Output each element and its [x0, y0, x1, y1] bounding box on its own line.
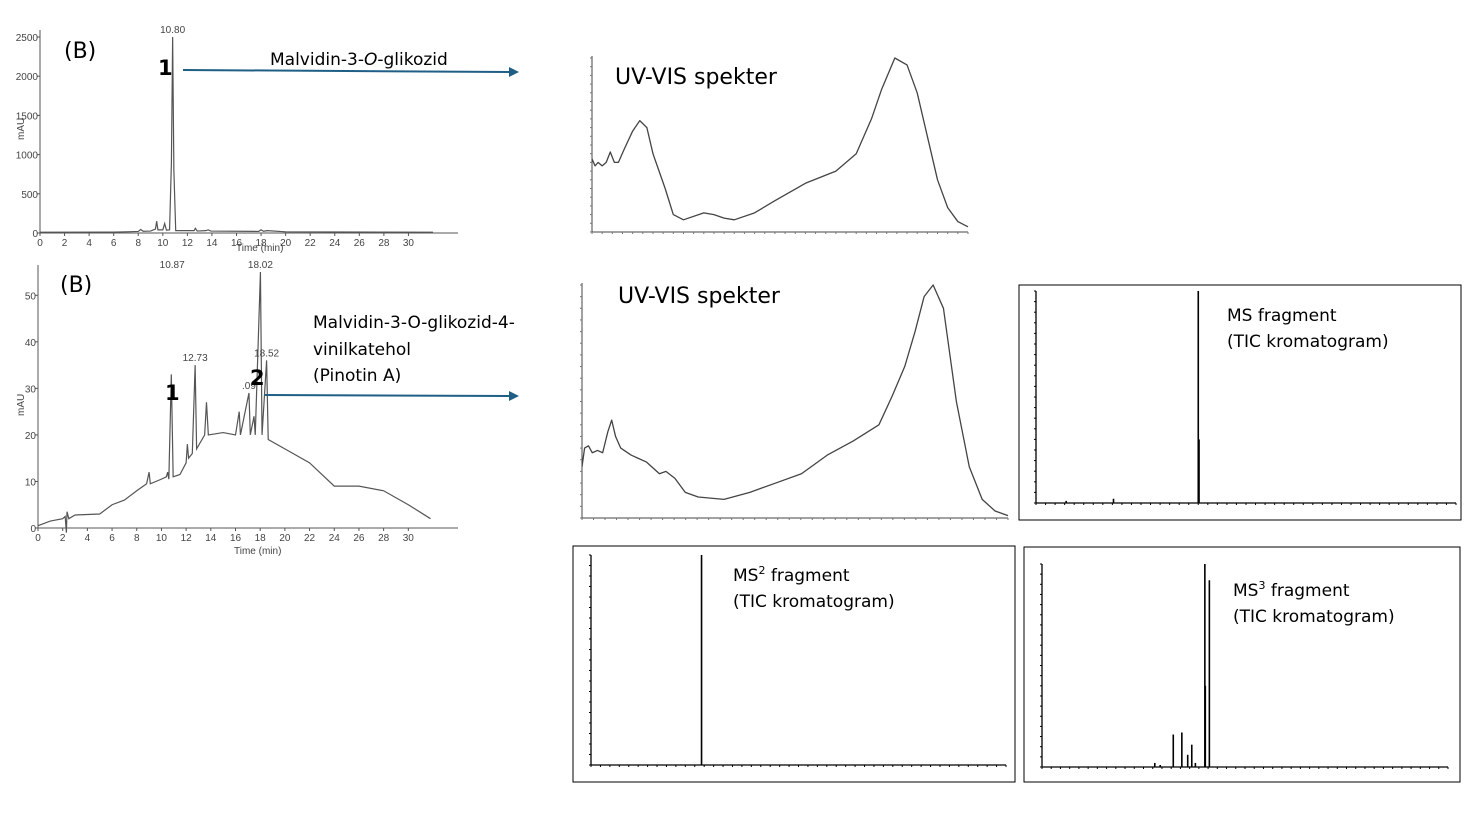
x-tick-label: 4: [85, 533, 91, 544]
peak-label: 10.87: [160, 260, 185, 271]
x-tick-label: 14: [205, 533, 217, 544]
y-tick-label: 0: [30, 524, 36, 535]
spectrum-line: [591, 57, 969, 228]
panel-label: (B): [64, 39, 96, 64]
x-tick-label: 16: [231, 238, 243, 249]
y-tick-label: 30: [25, 384, 37, 395]
panel-label: (B): [60, 273, 92, 298]
x-tick-label: 24: [329, 238, 341, 249]
plot-area: 0 2 4 6 8 10 12 14 16 18 20 22 24 26 28 300500100015002…: [16, 25, 458, 249]
x-tick-label: 30: [403, 533, 415, 544]
uv-title: UV-VIS spekter: [615, 65, 778, 90]
trace-line: [39, 36, 434, 233]
peak-marker-2: 2: [250, 366, 265, 390]
chromatogram-2: (B) mAU Time (min) 0 2 4 6 8 10 12 14 16 18 20 22 24…: [16, 260, 519, 557]
y-tick-label: 1000: [16, 151, 39, 162]
x-tick-label: 2: [62, 238, 68, 249]
peak-label: 18.02: [248, 260, 273, 271]
y-tick-label: 40: [25, 338, 37, 349]
ms2-title: MS2 fragment: [733, 564, 850, 586]
arrow-line: [182, 69, 513, 73]
x-axis-label: Time (min): [234, 546, 281, 557]
y-tick-label: 50: [25, 291, 37, 302]
x-axis-label: Time (min): [236, 243, 283, 254]
peak-marker-1: 1: [165, 381, 180, 405]
x-tick-label: 0: [35, 533, 41, 544]
peak-label: 18.52: [254, 348, 279, 359]
uv-title: UV-VIS spekter: [618, 284, 781, 309]
ms2-spectrum: MS2 fragment (TIC kromatogram): [572, 545, 1016, 783]
arrow-head-icon: [509, 67, 519, 77]
y-tick-label: 2000: [16, 72, 39, 83]
x-tick-label: 26: [354, 238, 366, 249]
y-axis-label: mAU: [16, 394, 27, 416]
ms3-spectrum: MS3 fragment (TIC kromatogram): [1023, 546, 1461, 783]
compound-label-line-2: vinilkatehol: [313, 340, 411, 360]
spectrum-line: [581, 284, 1009, 517]
trace-line: [37, 271, 431, 533]
x-tick-label: 18: [256, 238, 268, 249]
x-tick-label: 20: [279, 533, 291, 544]
peak-marker-1: 1: [158, 56, 173, 80]
ms3-title: MS3 fragment: [1233, 579, 1350, 601]
x-tick-label: 6: [111, 238, 117, 249]
x-tick-label: 2: [60, 533, 66, 544]
x-tick-label: 16: [230, 533, 242, 544]
x-tick-label: 26: [353, 533, 365, 544]
y-tick-label: 10: [25, 477, 37, 488]
peak-label: 10.80: [160, 25, 185, 36]
peak-label: 12.73: [183, 353, 208, 364]
uv-vis-spectrum-2: UV-VIS spekter: [580, 283, 1009, 520]
y-tick-label: 500: [21, 190, 38, 201]
ms3-subtitle: (TIC kromatogram): [1233, 607, 1395, 627]
x-tick-label: 28: [378, 533, 390, 544]
x-tick-label: 0: [37, 238, 43, 249]
compound-label-line-1: Malvidin-3-O-glikozid-4-: [313, 313, 515, 333]
chromatogram-1: (B) mAU Time (min) 0 2 4 6 8 10 12 14 16 18 20 22 24…: [16, 25, 519, 254]
compound-label: Malvidin-3-O-glikozid: [270, 50, 448, 70]
uv-vis-spectrum-1: UV-VIS spekter: [590, 56, 969, 234]
x-tick-label: 22: [305, 238, 317, 249]
x-tick-label: 14: [206, 238, 218, 249]
ms-title: MS fragment: [1227, 306, 1337, 326]
x-tick-label: 4: [86, 238, 92, 249]
x-tick-label: 8: [134, 533, 140, 544]
y-tick-label: 20: [25, 431, 37, 442]
y-tick-label: 0: [32, 229, 38, 240]
x-tick-label: 12: [182, 238, 194, 249]
ms2-subtitle: (TIC kromatogram): [733, 592, 895, 612]
arrow-head-icon: [509, 391, 519, 401]
x-tick-label: 12: [181, 533, 193, 544]
x-tick-label: 28: [378, 238, 390, 249]
panel-frame: [1018, 284, 1462, 521]
y-tick-label: 2500: [16, 33, 39, 44]
x-tick-label: 18: [255, 533, 267, 544]
x-tick-label: 20: [280, 238, 292, 249]
peak-label: .09: [242, 381, 256, 392]
ms-subtitle: (TIC kromatogram): [1227, 332, 1389, 352]
x-tick-label: 8: [135, 238, 141, 249]
panel-frame: [572, 545, 1016, 783]
y-axis-label: mAU: [16, 118, 27, 140]
x-tick-label: 30: [403, 238, 415, 249]
ms-spectrum: MS fragment (TIC kromatogram): [1018, 284, 1462, 521]
x-tick-label: 24: [329, 533, 341, 544]
panel-frame: [1023, 546, 1461, 783]
x-tick-label: 22: [304, 533, 316, 544]
plot-area: 0 2 4 6 8 10 12 14 16 18 20 22 24 26 28 300102030405010…: [25, 260, 458, 544]
arrow-line: [264, 394, 513, 397]
x-tick-label: 10: [157, 238, 169, 249]
y-tick-label: 1500: [16, 111, 39, 122]
x-tick-label: 6: [109, 533, 115, 544]
compound-label-line-3: (Pinotin A): [313, 366, 401, 386]
x-tick-label: 10: [156, 533, 168, 544]
